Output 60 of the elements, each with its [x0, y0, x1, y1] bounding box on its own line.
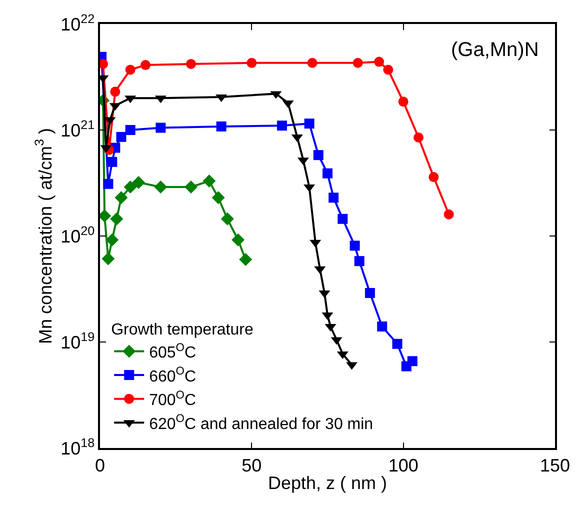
legend-label: 660$^{O}$C [149, 366, 196, 386]
point [328, 192, 339, 203]
point [277, 120, 287, 131]
point [383, 64, 394, 75]
legend-title: Growth temperature [111, 321, 254, 338]
point [338, 214, 348, 224]
point [124, 180, 137, 194]
point [103, 178, 114, 189]
point [304, 118, 314, 129]
y-tick-label: 10$^{20}$ [60, 224, 95, 246]
point [154, 180, 168, 194]
point [352, 58, 363, 68]
point [212, 191, 225, 204]
x-axis-title: Depth, z ( nm ) [268, 472, 388, 493]
point [125, 64, 136, 75]
point [116, 132, 126, 142]
y-tick-label: 10$^{19}$ [60, 330, 95, 352]
point [239, 253, 252, 266]
point [350, 240, 360, 251]
point [140, 60, 150, 70]
point [110, 86, 120, 97]
legend-label: 605$^{O}$C [149, 342, 196, 362]
point [232, 233, 245, 246]
point [322, 168, 332, 178]
point [398, 96, 408, 107]
point [220, 212, 234, 226]
point [392, 338, 402, 349]
point [202, 174, 216, 188]
point [307, 58, 318, 68]
y-tick-label: 10$^{21}$ [60, 118, 95, 140]
point [132, 176, 146, 189]
point [246, 58, 257, 68]
y-tick-label: 10$^{22}$ [60, 12, 95, 34]
point [407, 356, 418, 366]
point [107, 156, 118, 167]
point [428, 172, 439, 182]
x-tick-label: 150 [540, 455, 570, 476]
point [114, 191, 128, 204]
point [377, 322, 388, 332]
x-tick-label: 100 [388, 455, 418, 476]
legend-label: 620$^{O}$C and annealed for 30 min [149, 413, 374, 433]
annotation: (Ga,Mn)N [451, 39, 539, 61]
point [313, 150, 324, 160]
point [106, 233, 119, 246]
point [110, 212, 124, 226]
point [156, 122, 166, 133]
point [184, 180, 198, 194]
point [125, 125, 136, 135]
point [364, 288, 375, 298]
point [216, 121, 226, 132]
y-tick-label: 10$^{18}$ [60, 436, 95, 458]
point [374, 56, 384, 67]
x-tick-label: 50 [242, 455, 262, 476]
point [354, 256, 364, 266]
point [414, 132, 424, 142]
x-tick-label: 0 [94, 455, 106, 476]
legend-label: 700$^{O}$C [149, 389, 196, 410]
point [102, 252, 115, 266]
point [186, 58, 196, 69]
point [444, 209, 454, 220]
